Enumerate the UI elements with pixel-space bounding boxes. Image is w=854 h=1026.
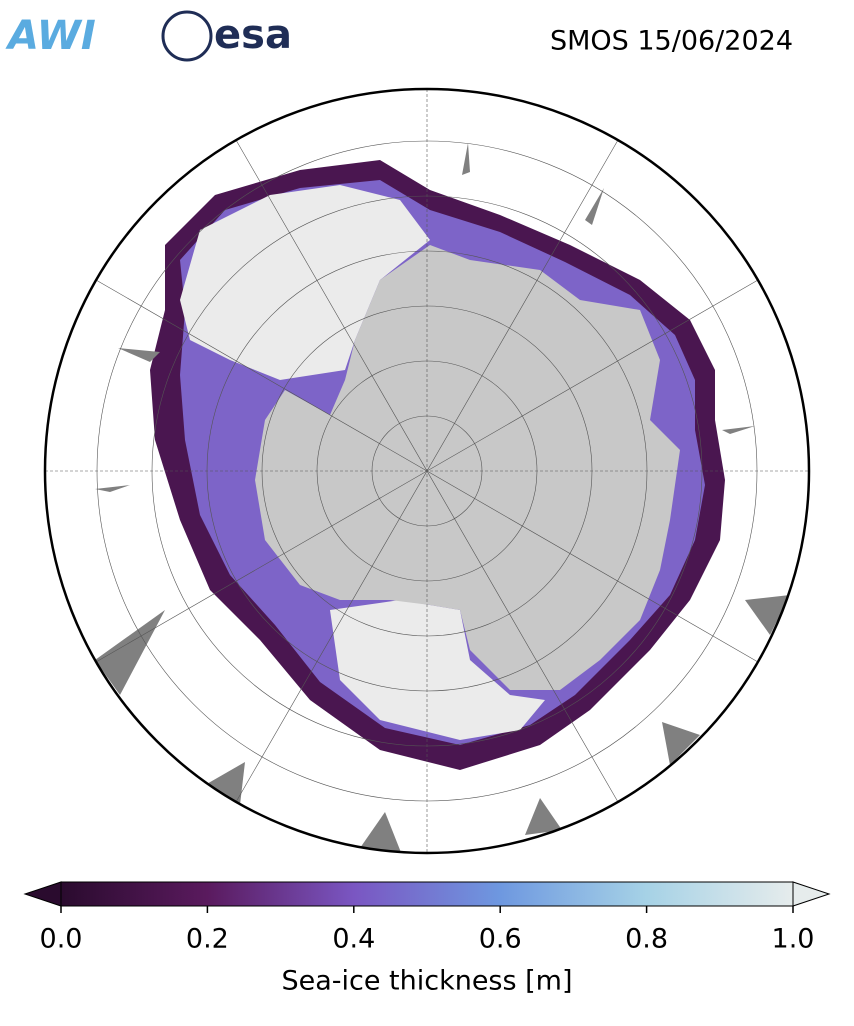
graticule [45,89,809,853]
colorbar [60,881,794,907]
weddell-ice [180,185,430,380]
colorbar-tick-label: 0.4 [332,924,375,955]
land-patches [95,143,790,853]
colorbar-tick-label: 0.8 [625,924,668,955]
map [45,89,809,853]
title: SMOS 15/06/2024 [550,26,793,57]
colorbar-extend-low [23,881,62,907]
map-boundary [43,87,811,855]
colorbar-tick-label: 0.0 [40,924,83,955]
esa-emblem [161,10,213,62]
colorbar-extend-high [792,881,831,907]
colorbar-tick-label: 1.0 [772,924,815,955]
antarctica [255,245,680,690]
logo-awi: AWI [5,13,96,59]
colorbar-tick-label: 0.6 [479,924,522,955]
ross-ice [330,600,545,740]
colorbar-label: Sea-ice thickness [m] [281,966,572,997]
colorbar-tick-label: 0.2 [186,924,229,955]
logo-esa: esa [214,12,292,58]
